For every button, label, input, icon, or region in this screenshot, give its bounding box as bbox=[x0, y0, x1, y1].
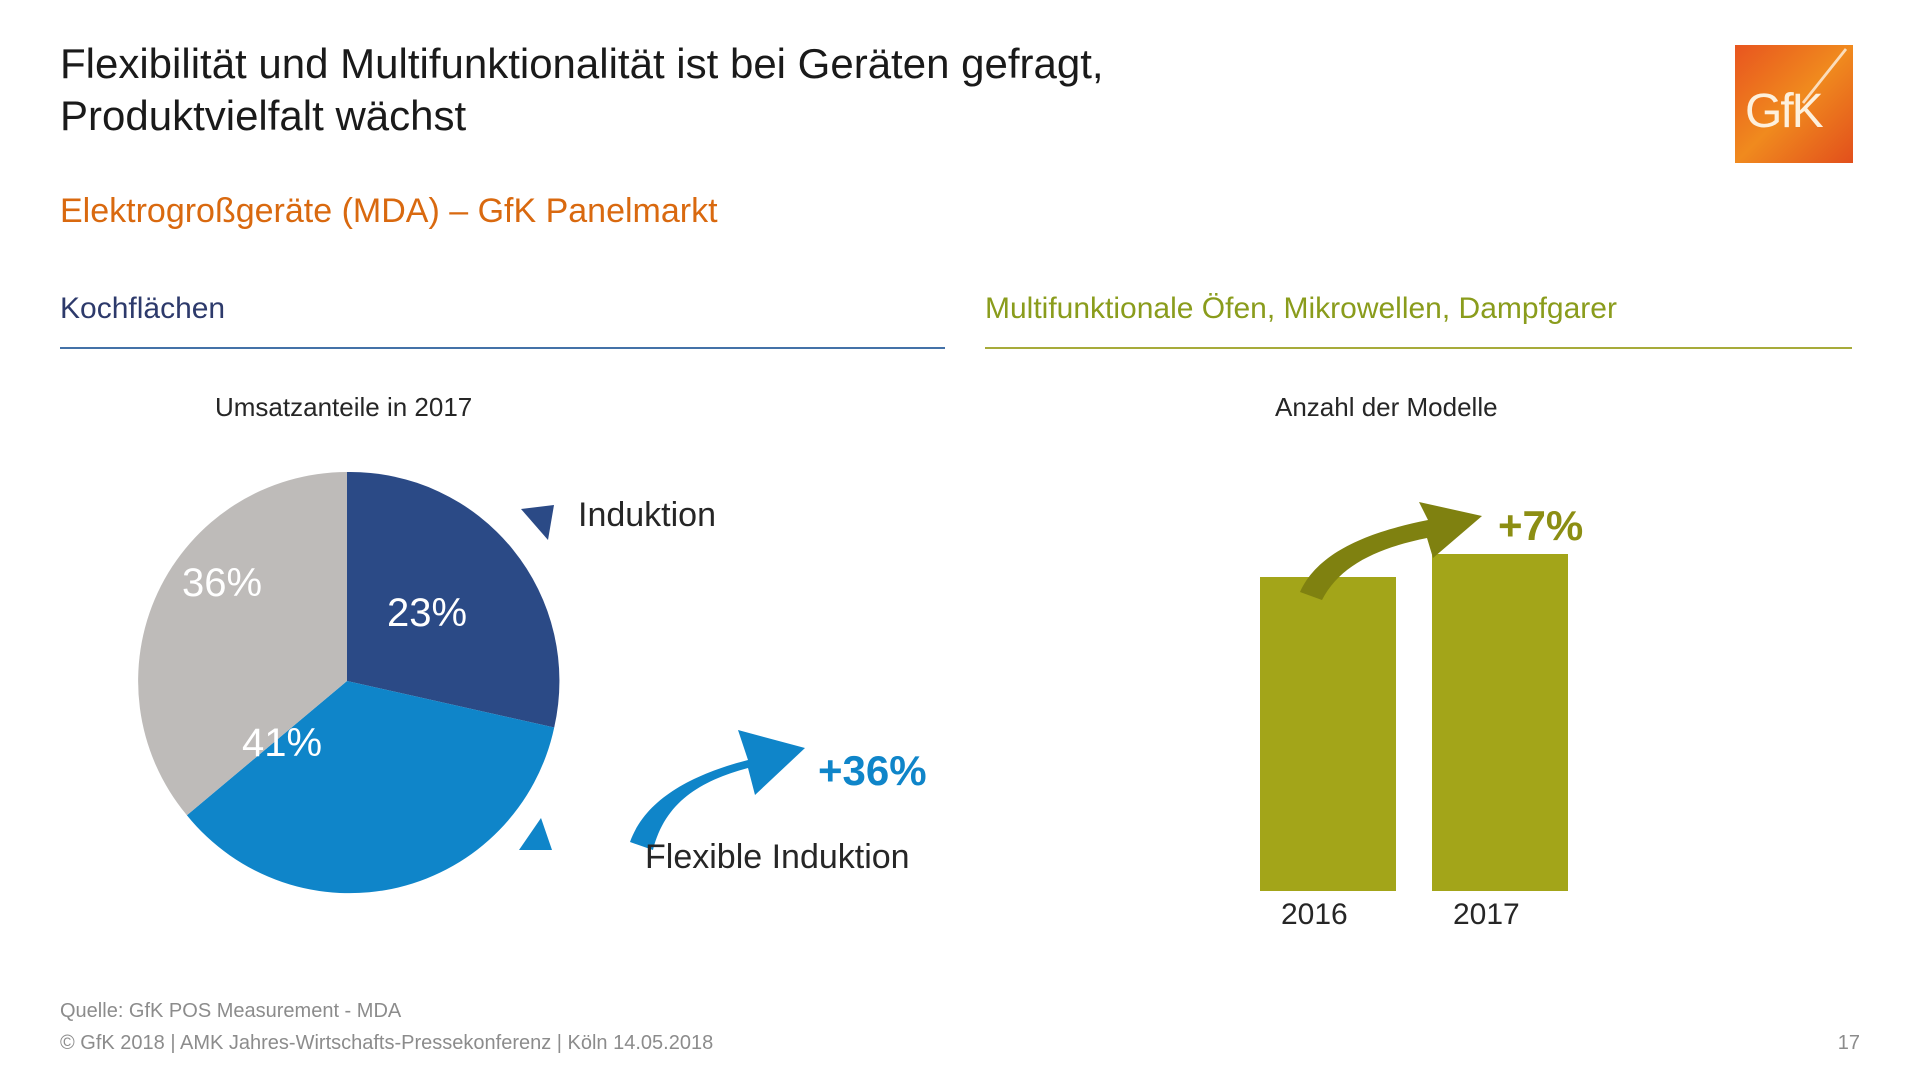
svg-text:Induktion: Induktion bbox=[578, 496, 716, 534]
svg-text:+7%: +7% bbox=[1498, 502, 1583, 549]
svg-text:36%: 36% bbox=[182, 561, 262, 605]
svg-text:Flexible Induktion: Flexible Induktion bbox=[645, 838, 910, 876]
svg-text:+36%: +36% bbox=[818, 747, 927, 794]
svg-text:41%: 41% bbox=[242, 721, 322, 765]
svg-text:GfK: GfK bbox=[1745, 85, 1824, 138]
svg-text:23%: 23% bbox=[387, 591, 467, 635]
